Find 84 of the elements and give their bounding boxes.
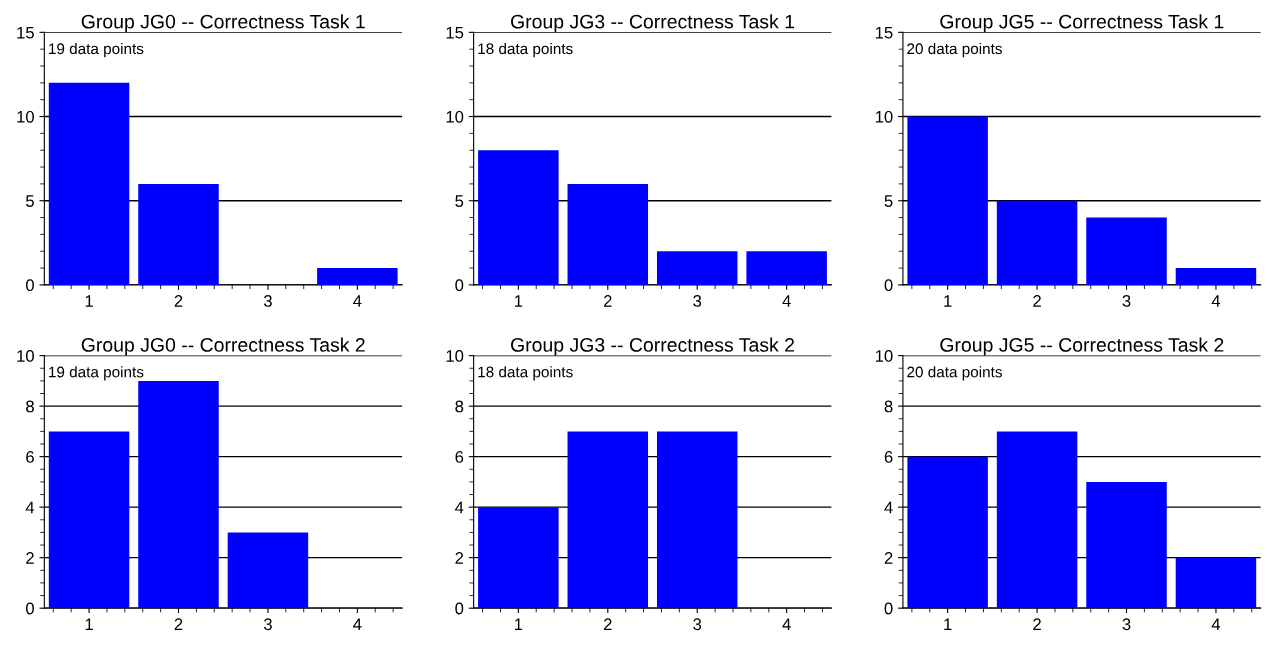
x-tick-label: 4 (1211, 295, 1221, 307)
bar (478, 150, 559, 285)
x-tick-label: 1 (85, 618, 93, 630)
y-tick-label: 10 (17, 350, 34, 362)
chart-title: Group JG3 -- Correctness Task 2 (511, 337, 794, 356)
y-tick-label: 15 (875, 26, 893, 39)
y-tick-label: 0 (884, 602, 893, 615)
y-tick-label: 0 (26, 279, 34, 292)
y-tick-label: 15 (17, 26, 34, 39)
bar (907, 456, 988, 609)
x-tick-label: 3 (1122, 295, 1131, 307)
bar (996, 431, 1078, 609)
annotation: 18 data points (478, 366, 573, 381)
x-tick-label: 2 (603, 295, 612, 307)
chart-title: Group JG5 -- Correctness Task 2 (940, 337, 1224, 356)
x-tick-label: 2 (1033, 618, 1041, 630)
annotation: 20 data points (907, 42, 1002, 58)
bar (996, 200, 1078, 285)
x-tick-label: 3 (693, 618, 702, 631)
y-tick-label: 15 (446, 26, 464, 39)
bar (1175, 557, 1257, 609)
x-tick-label: 1 (944, 295, 952, 307)
y-tick-label: 10 (446, 350, 464, 362)
y-tick-label: 8 (455, 400, 464, 413)
x-tick-label: 1 (85, 295, 93, 307)
bar (656, 251, 738, 285)
x-tick-label: 3 (1122, 618, 1131, 631)
y-tick-label: 10 (875, 350, 893, 362)
y-tick-label: 5 (884, 195, 893, 207)
x-tick-label: 4 (782, 295, 791, 307)
bar (1175, 268, 1257, 285)
x-tick-label: 3 (693, 295, 702, 307)
y-tick-label: 0 (455, 602, 464, 615)
y-tick-label: 2 (26, 552, 34, 564)
y-tick-label: 2 (884, 552, 893, 564)
y-tick-label: 6 (455, 451, 464, 463)
x-tick-label: 2 (174, 618, 183, 630)
y-tick-label: 4 (455, 501, 464, 514)
bar (138, 183, 219, 285)
y-tick-label: 0 (455, 279, 464, 292)
x-tick-label: 4 (782, 618, 791, 630)
bar (317, 268, 398, 285)
y-tick-label: 8 (26, 400, 34, 413)
x-tick-label: 3 (263, 618, 272, 631)
bar (907, 116, 988, 285)
y-tick-label: 4 (25, 501, 35, 514)
x-tick-label: 3 (263, 295, 272, 307)
y-tick-label: 10 (446, 110, 464, 123)
annotation: 20 data points (907, 366, 1002, 381)
annotation: 19 data points (49, 366, 144, 381)
y-tick-label: 6 (26, 451, 34, 463)
x-tick-label: 4 (353, 618, 362, 630)
y-tick-label: 2 (455, 552, 464, 564)
x-tick-label: 4 (353, 295, 362, 307)
y-tick-label: 10 (875, 110, 893, 123)
x-tick-label: 1 (514, 618, 523, 630)
bar (1086, 481, 1167, 609)
bar (1086, 217, 1167, 285)
x-tick-label: 1 (944, 618, 952, 630)
y-tick-label: 5 (455, 195, 464, 207)
annotation: 18 data points (478, 42, 573, 58)
bar (138, 380, 219, 609)
annotation: 19 data points (49, 42, 144, 58)
chart-title: Group JG5 -- Correctness Task 1 (940, 14, 1224, 33)
x-tick-label: 2 (174, 295, 183, 307)
bar (48, 82, 130, 285)
y-tick-label: 4 (884, 501, 893, 514)
chart-title: Group JG0 -- Correctness Task 2 (81, 337, 365, 356)
bar (746, 251, 827, 285)
chart-title: Group JG0 -- Correctness Task 1 (81, 14, 365, 33)
x-tick-label: 4 (1211, 618, 1221, 630)
x-tick-label: 2 (1033, 295, 1041, 307)
bar (48, 431, 130, 609)
y-tick-label: 5 (26, 195, 34, 207)
bar (567, 183, 649, 285)
y-tick-label: 6 (884, 451, 893, 463)
chart-title: Group JG3 -- Correctness Task 1 (511, 14, 795, 33)
x-tick-label: 2 (603, 618, 612, 630)
y-tick-label: 8 (884, 400, 893, 413)
y-tick-label: 0 (26, 602, 34, 615)
x-tick-label: 1 (514, 295, 523, 307)
y-tick-label: 0 (884, 279, 893, 292)
y-tick-label: 10 (17, 110, 34, 123)
bar (227, 532, 309, 609)
